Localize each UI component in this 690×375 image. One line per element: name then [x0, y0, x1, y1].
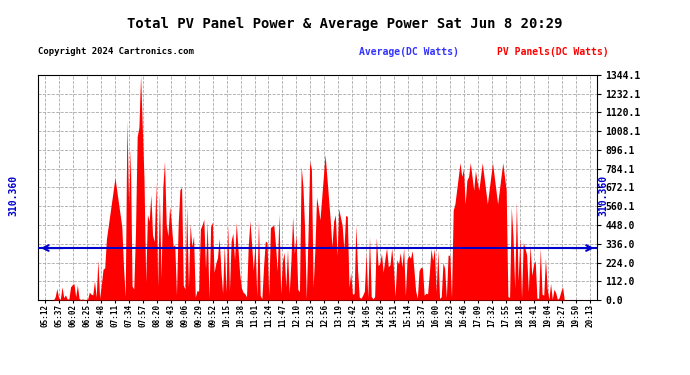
Text: 310.360: 310.360 [599, 174, 609, 216]
Text: PV Panels(DC Watts): PV Panels(DC Watts) [497, 47, 609, 57]
Text: 310.360: 310.360 [9, 174, 19, 216]
Text: Average(DC Watts): Average(DC Watts) [359, 47, 459, 57]
Text: Copyright 2024 Cartronics.com: Copyright 2024 Cartronics.com [38, 47, 194, 56]
Text: Total PV Panel Power & Average Power Sat Jun 8 20:29: Total PV Panel Power & Average Power Sat… [127, 17, 563, 31]
